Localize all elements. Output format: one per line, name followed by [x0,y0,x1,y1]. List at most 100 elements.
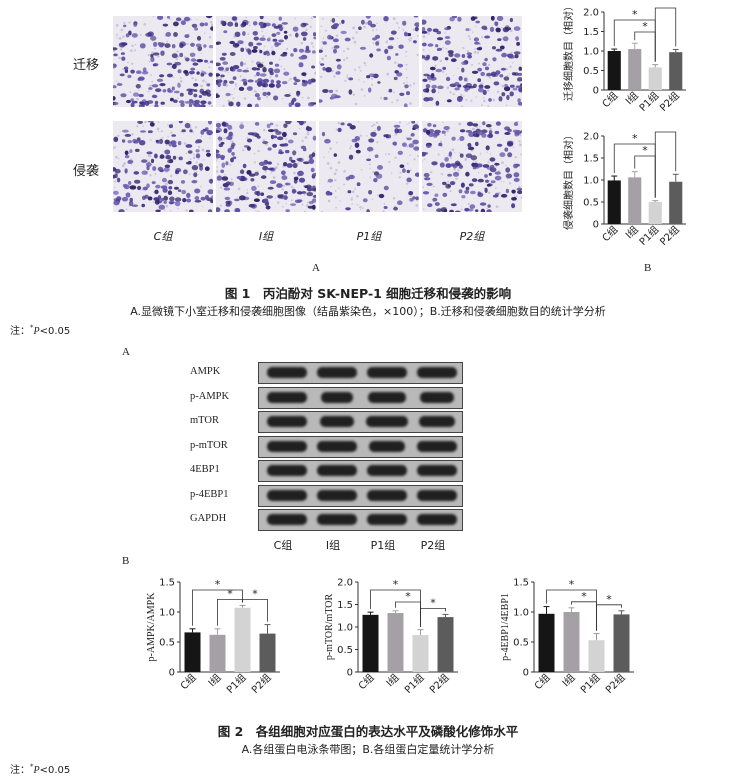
membrane-pore [307,201,309,204]
significance-star: * [227,587,233,600]
membrane-pore [321,47,324,50]
stained-cell [473,130,477,134]
blot-label-mtor: mTOR [190,415,219,426]
membrane-pore [353,40,357,44]
stained-cell [247,132,255,136]
stained-cell [227,21,234,27]
stained-cell [223,30,228,34]
blot-band [417,367,457,378]
membrane-pore [209,137,211,139]
stained-cell [501,52,507,58]
membrane-pore [508,182,512,185]
stained-cell [113,167,117,172]
stained-cell [160,101,165,105]
membrane-pore [285,137,288,140]
stained-cell [495,48,503,52]
stained-cell [145,32,152,37]
stained-cell [247,103,252,107]
membrane-pore [385,41,388,44]
membrane-pore [343,58,346,62]
stained-cell [208,121,212,125]
membrane-pore [471,64,473,66]
membrane-pore [489,76,492,79]
membrane-pore [177,207,179,210]
stained-cell [461,61,467,65]
membrane-pore [445,47,448,50]
stained-cell [296,157,303,162]
membrane-pore [350,198,353,201]
stained-cell [204,59,208,63]
bar [387,613,404,672]
micrograph-p2-invasion [422,121,522,212]
stained-cell [151,84,159,88]
stained-cell [449,209,454,212]
blot-band [320,416,354,427]
stained-cell [192,100,196,106]
membrane-pore [210,105,213,107]
stained-cell [322,41,327,45]
stained-cell [113,200,120,206]
stained-cell [251,49,258,53]
blot-band [267,391,307,403]
stained-cell [195,153,201,159]
membrane-pore [161,137,164,139]
stained-cell [319,49,323,53]
membrane-pore [115,155,118,159]
stained-cell [486,209,492,212]
membrane-pore [514,155,517,159]
membrane-pore [359,206,362,209]
x-tick-label: P1组 [636,223,661,248]
membrane-pore [312,45,315,48]
stained-cell [183,16,191,22]
membrane-pore [417,35,419,37]
membrane-pore [194,78,198,82]
stained-cell [366,209,370,212]
stained-cell [209,60,213,64]
stained-cell [492,57,497,62]
stained-cell [465,28,470,32]
stained-cell [171,44,176,49]
membrane-pore [125,208,128,211]
stained-cell [252,31,258,36]
stained-cell [240,23,245,28]
stained-cell [205,195,209,200]
stained-cell [260,192,265,196]
stained-cell [238,86,245,91]
stained-cell [436,48,441,51]
stained-cell [278,39,284,43]
stained-cell [422,78,428,82]
membrane-pore [192,156,196,159]
membrane-pore [257,149,260,153]
x-tick-label: P2组 [657,223,682,248]
stained-cell [127,140,132,144]
stained-cell [297,170,304,176]
membrane-pore [467,35,471,38]
membrane-pore [149,84,152,87]
membrane-pore [169,210,172,212]
stained-cell [234,22,239,27]
membrane-pore [136,97,139,101]
y-tick-label: 2.0 [337,578,353,589]
stained-cell [390,30,397,35]
stained-cell [499,45,505,50]
stained-cell [254,103,259,107]
stained-cell [478,87,484,93]
stained-cell [205,149,211,153]
stained-cell [165,155,172,160]
membrane-pore [335,206,337,209]
stained-cell [445,76,451,82]
stained-cell [292,150,297,156]
stained-cell [494,21,499,27]
stained-cell [231,16,238,21]
membrane-pore [177,97,179,100]
stained-cell [466,52,473,56]
stained-cell [133,171,140,175]
membrane-pore [453,168,456,171]
blot-band [368,391,406,403]
stained-cell [388,37,395,41]
significance-star: * [393,578,399,591]
stained-cell [267,147,272,151]
stained-cell [473,162,479,168]
membrane-pore [233,35,236,38]
membrane-pore [291,185,294,189]
